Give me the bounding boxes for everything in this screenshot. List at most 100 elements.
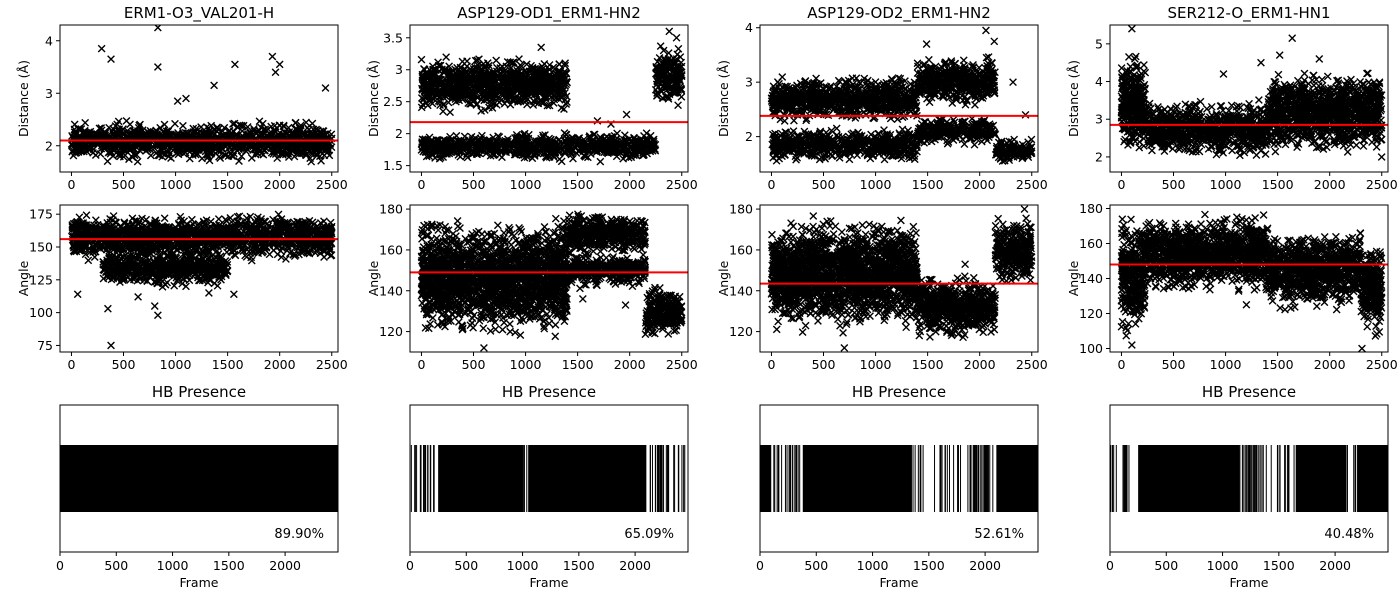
data-point (523, 100, 531, 109)
data-point (178, 140, 187, 148)
data-point (438, 80, 447, 88)
data-point (492, 92, 501, 101)
data-point (114, 143, 123, 151)
data-point (481, 138, 489, 147)
data-point (655, 53, 664, 62)
data-point (257, 123, 265, 132)
data-point (279, 141, 287, 150)
data-point (517, 62, 526, 71)
data-point (74, 144, 83, 153)
data-point (418, 100, 427, 109)
data-point (171, 119, 179, 128)
data-point (316, 127, 325, 136)
data-point (656, 42, 665, 51)
data-point (494, 132, 502, 141)
data-point (463, 57, 471, 66)
data-point (563, 78, 572, 87)
x-tick-label: 1500 (562, 177, 594, 192)
data-point (245, 132, 253, 141)
data-point (477, 85, 486, 94)
x-tick-label: 2500 (316, 177, 348, 192)
data-points (767, 26, 1036, 166)
data-point (563, 98, 571, 107)
data-point (446, 108, 454, 117)
data-point (508, 59, 516, 68)
data-point (665, 27, 674, 36)
data-point (561, 68, 570, 77)
data-point (111, 122, 120, 130)
y-tick-label: 2.5 (383, 94, 403, 109)
data-point (526, 90, 535, 98)
data-point (496, 146, 505, 155)
data-point (484, 71, 493, 80)
data-point (528, 63, 537, 72)
data-point (256, 146, 265, 155)
data-point (677, 69, 685, 77)
data-point (68, 147, 77, 156)
data-point (492, 56, 501, 65)
data-point (610, 131, 619, 140)
data-point (542, 153, 551, 162)
data-point (657, 87, 665, 95)
y-tick-label: 1.5 (383, 158, 403, 173)
panel-title: ERM1-O3_VAL201-H (124, 4, 274, 23)
data-point (541, 91, 550, 100)
data-point (514, 68, 523, 77)
data-point (672, 33, 681, 42)
data-point (520, 151, 528, 159)
y-axis-label: Distance (Å) (16, 60, 31, 137)
panel-title: ASP129-OD1_ERM1-HN2 (457, 4, 641, 23)
data-point (646, 131, 655, 140)
x-tick-label: 500 (112, 177, 136, 192)
x-tick-label: 2500 (666, 177, 698, 192)
data-point (107, 148, 116, 157)
data-point (593, 116, 602, 125)
data-point (460, 142, 468, 151)
data-point (632, 146, 641, 154)
data-point (477, 107, 486, 115)
data-point (495, 73, 504, 82)
data-point (436, 97, 444, 106)
data-point (132, 151, 141, 159)
data-point (295, 124, 304, 133)
y-tick-label: 2 (45, 138, 53, 153)
x-tick-label: 500 (462, 177, 486, 192)
data-point (317, 156, 325, 165)
data-point (581, 143, 589, 152)
data-point (543, 73, 552, 82)
data-point (271, 68, 280, 77)
data-point (439, 107, 447, 116)
data-point (421, 148, 430, 156)
data-point (669, 83, 678, 92)
data-point (488, 142, 497, 150)
data-point (515, 55, 523, 63)
data-point (543, 101, 552, 110)
data-point (470, 63, 479, 72)
data-point (189, 124, 198, 133)
data-point (778, 73, 787, 81)
data-point (519, 87, 528, 96)
data-point (443, 148, 452, 157)
data-point (235, 121, 244, 130)
data-point (570, 135, 579, 144)
data-point (79, 147, 88, 156)
data-point (146, 151, 155, 160)
data-point (144, 143, 152, 152)
data-point (453, 139, 461, 148)
data-point (499, 68, 508, 77)
data-point (206, 130, 215, 138)
data-point (213, 142, 222, 151)
data-point (467, 95, 475, 104)
data-point (509, 76, 518, 85)
data-point (673, 77, 682, 86)
data-point (590, 130, 599, 139)
data-point (231, 60, 239, 69)
data-point (630, 133, 638, 142)
data-point (429, 145, 437, 154)
data-point (580, 135, 588, 144)
data-point (282, 149, 291, 158)
data-point (116, 149, 125, 158)
data-point (468, 66, 477, 75)
data-point (611, 143, 620, 152)
